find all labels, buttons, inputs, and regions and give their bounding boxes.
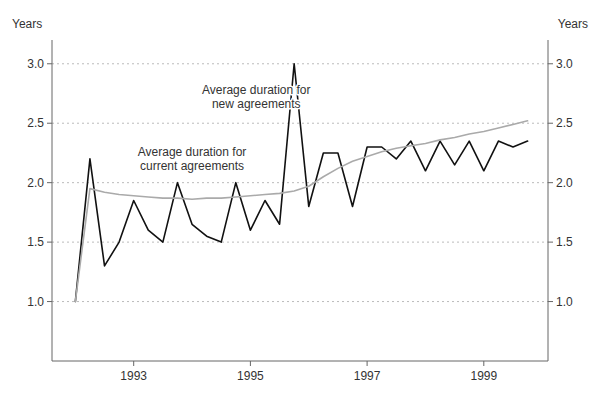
y2-axis-line: [548, 40, 549, 361]
chart: 1993 1995 1997 1999 1.0 1.5 2.0 2.5 3.0 1.0 1.5 2.0…: [0, 0, 600, 395]
y2-tick: [548, 123, 553, 124]
y-tick: [47, 123, 52, 124]
y-tick-label: 2.0: [27, 176, 44, 190]
annotation-line: Average duration for: [138, 145, 247, 159]
grid-line: [52, 242, 548, 243]
annotation-line: new agreements: [212, 97, 301, 111]
series-line: [75, 64, 527, 302]
annotation-line: current agreements: [140, 159, 244, 173]
series-line: [75, 121, 527, 302]
y2-tick: [548, 63, 553, 64]
grid-line: [52, 301, 548, 302]
y-tick-label: 2.5: [27, 116, 44, 130]
x-tick-label: 1999: [470, 369, 497, 383]
y-tick-label: 1.0: [27, 295, 44, 309]
y2-tick: [548, 182, 553, 183]
annotations: Average duration fornew agreementsAverag…: [138, 83, 311, 173]
x-tick: [483, 361, 484, 366]
y2-axis-label: Years: [558, 17, 588, 31]
y2-tick-label: 3.0: [556, 57, 573, 71]
grid-line: [52, 63, 548, 64]
annotation: Average duration forcurrent agreements: [138, 145, 247, 173]
background: [0, 0, 600, 395]
y2-tick-label: 1.0: [556, 295, 573, 309]
x-tick: [367, 361, 368, 366]
y-tick: [47, 242, 52, 243]
y-axis-label: Years: [12, 17, 42, 31]
y2-tick-label: 1.5: [556, 235, 573, 249]
grid: [52, 64, 548, 302]
y2-tick: [548, 242, 553, 243]
x-tick: [250, 361, 251, 366]
y2-tick-label: 2.5: [556, 116, 573, 130]
y2-tick-label: 2.0: [556, 176, 573, 190]
axes: 1993 1995 1997 1999 1.0 1.5 2.0 2.5 3.0 1.0 1.5 2.0…: [27, 40, 573, 383]
y-tick: [47, 301, 52, 302]
y-tick-label: 1.5: [27, 235, 44, 249]
y-tick: [47, 182, 52, 183]
x-tick: [133, 361, 134, 366]
y-tick: [47, 63, 52, 64]
annotation: Average duration fornew agreements: [202, 83, 311, 111]
x-tick-label: 1997: [354, 369, 381, 383]
x-tick-label: 1993: [120, 369, 147, 383]
annotation-line: Average duration for: [202, 83, 311, 97]
x-tick-label: 1995: [237, 369, 264, 383]
grid-line: [52, 182, 548, 183]
x-axis-line: [52, 361, 548, 362]
plot-area: [75, 64, 527, 302]
y-tick-label: 3.0: [27, 57, 44, 71]
y2-tick: [548, 301, 553, 302]
y-axis-line: [52, 40, 53, 361]
